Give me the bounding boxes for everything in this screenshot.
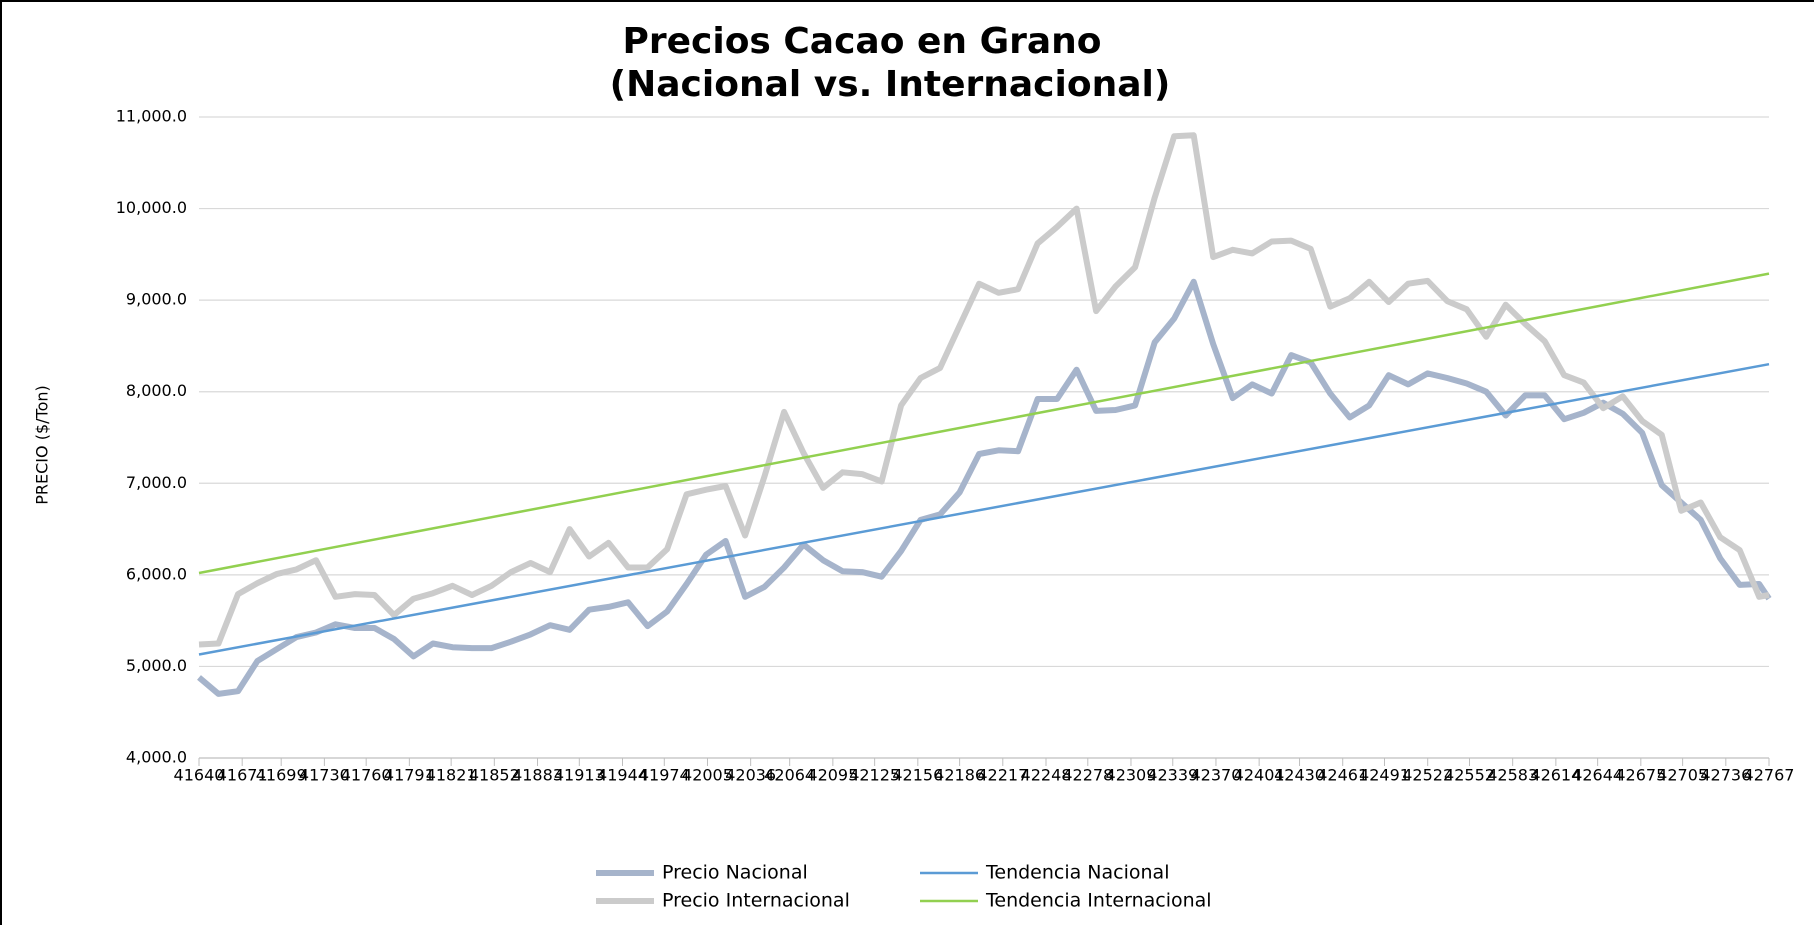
- series-line: [197, 278, 1772, 697]
- x-tick-label: 42339: [1147, 766, 1198, 785]
- y-tick-label: 5,000.0: [126, 656, 187, 675]
- x-tick-label: 42370: [1190, 766, 1241, 785]
- x-tick-label: 42583: [1487, 766, 1538, 785]
- x-tick-label: 42552: [1444, 766, 1495, 785]
- y-tick-label: 4,000.0: [126, 748, 187, 767]
- x-tick-label: 42309: [1106, 766, 1157, 785]
- series-line: [198, 362, 1770, 656]
- x-tick-label: 41944: [597, 766, 648, 785]
- x-tick-label: 41730: [299, 766, 350, 785]
- x-tick-label: 42125: [849, 766, 900, 785]
- y-tick-label: 9,000.0: [126, 290, 187, 309]
- x-tick-label: 42614: [1530, 766, 1581, 785]
- x-tick-label: 42767: [1744, 766, 1795, 785]
- chart-title: Precios Cacao en Grano: [622, 21, 1101, 62]
- x-tick-label: 42217: [977, 766, 1028, 785]
- legend-label: Tendencia Nacional: [985, 862, 1169, 884]
- x-tick-label: 41852: [469, 766, 520, 785]
- x-tick-label: 42278: [1062, 766, 1113, 785]
- x-tick-label: 42401: [1234, 766, 1285, 785]
- x-tick-label: 42675: [1615, 766, 1666, 785]
- x-tick-label: 42491: [1359, 766, 1410, 785]
- x-tick-label: 42461: [1317, 766, 1368, 785]
- x-tick-label: 42064: [764, 766, 815, 785]
- series-line: [198, 272, 1770, 575]
- x-tick-label: 41883: [512, 766, 563, 785]
- x-tick-label: 42095: [807, 766, 858, 785]
- x-tick-label: 42522: [1402, 766, 1453, 785]
- y-tick-label: 8,000.0: [126, 381, 187, 400]
- series-line: [198, 132, 1770, 648]
- x-tick-label: 42248: [1021, 766, 1072, 785]
- y-tick-label: 11,000.0: [116, 107, 187, 126]
- x-tick-label: 42036: [725, 766, 776, 785]
- x-tick-label: 42156: [892, 766, 943, 785]
- y-tick-label: 7,000.0: [126, 473, 187, 492]
- legend-label: Tendencia Internacional: [985, 890, 1212, 912]
- y-tick-label: 10,000.0: [116, 198, 187, 217]
- x-tick-label: 42736: [1700, 766, 1751, 785]
- x-tick-label: 41913: [554, 766, 605, 785]
- x-tick-label: 41821: [426, 766, 477, 785]
- x-tick-label: 41640: [174, 766, 225, 785]
- y-axis-label: PRECIO ($/Ton): [33, 385, 52, 504]
- x-tick-label: 42705: [1657, 766, 1708, 785]
- x-tick-label: 41671: [217, 766, 268, 785]
- x-tick-label: 41791: [384, 766, 435, 785]
- x-tick-label: 42430: [1274, 766, 1325, 785]
- x-tick-label: 41760: [341, 766, 392, 785]
- x-tick-label: 41974: [639, 766, 690, 785]
- legend-label: Precio Nacional: [662, 862, 808, 884]
- chart-title: (Nacional vs. Internacional): [610, 64, 1171, 105]
- x-tick-label: 41699: [256, 766, 307, 785]
- legend-label: Precio Internacional: [662, 890, 850, 912]
- x-tick-label: 42644: [1572, 766, 1623, 785]
- y-tick-label: 6,000.0: [126, 564, 187, 583]
- x-tick-label: 42005: [682, 766, 733, 785]
- x-tick-label: 42186: [934, 766, 985, 785]
